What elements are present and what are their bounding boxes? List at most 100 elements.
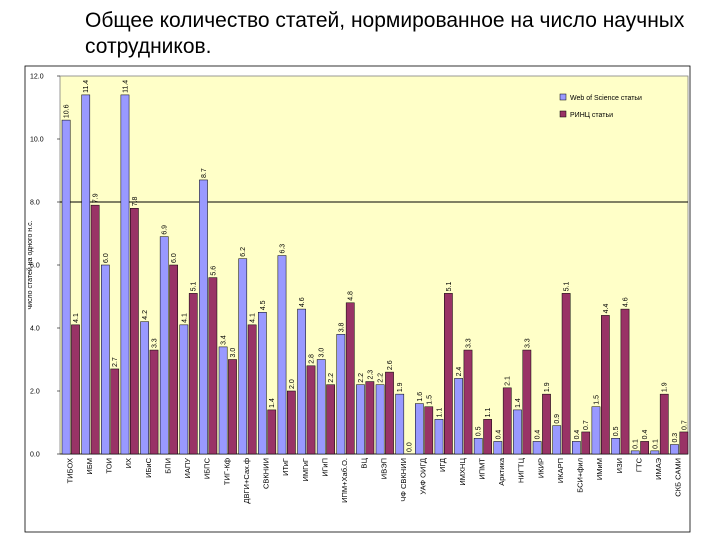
data-label-wos: 3.4 — [221, 335, 228, 345]
data-label-rinc: 5.1 — [446, 282, 453, 292]
data-label-wos: 1.5 — [593, 395, 600, 405]
bar-wos — [316, 359, 326, 455]
bar-rinc — [640, 441, 649, 455]
bar-rinc — [679, 431, 689, 455]
data-label-wos: 1.6 — [417, 392, 424, 402]
bar-wos — [277, 255, 287, 455]
bar-wos — [630, 450, 640, 455]
x-tick-label: ИМиМ — [595, 458, 604, 480]
x-tick-label: ИПМТ — [477, 458, 486, 480]
data-label-wos: 0.4 — [495, 430, 502, 440]
bar-wos — [61, 119, 71, 455]
bar-rinc — [169, 264, 178, 455]
bar-rinc — [345, 302, 355, 455]
bar-rinc — [188, 293, 198, 455]
bar-wos — [552, 425, 562, 455]
data-label-wos: 6.9 — [162, 225, 169, 235]
bar-rinc — [110, 368, 120, 455]
x-tick-label: Арктика — [497, 457, 506, 486]
data-label-wos: 0.5 — [613, 426, 620, 436]
x-tick-label: ИБиС — [144, 457, 153, 478]
x-tick-label: ИПМ+Хаб.О. — [340, 458, 349, 503]
data-label-wos: 11.4 — [122, 80, 129, 93]
bar-rinc — [247, 324, 257, 455]
x-tick-label: СВКНИИ — [262, 458, 271, 489]
bar-wos — [238, 258, 248, 455]
data-label-rinc: 2.1 — [505, 376, 512, 386]
legend-swatch-wos — [559, 93, 567, 101]
bar-rinc — [385, 371, 394, 455]
legend-swatch-rinc — [559, 110, 567, 118]
data-label-rinc: 3.3 — [152, 338, 159, 348]
x-tick-label: ЧФ СВКНИИ — [399, 458, 408, 502]
data-label-wos: 10.6 — [64, 104, 71, 118]
bar-wos — [415, 403, 424, 455]
bar-rinc — [149, 349, 159, 455]
x-tick-label: ИКАРП — [556, 458, 565, 483]
x-tick-label: ИЗИ — [615, 458, 624, 473]
data-label-wos: 0.5 — [476, 426, 483, 436]
bar-wos — [140, 321, 149, 455]
data-label-wos: 2.4 — [456, 367, 463, 377]
x-tick-label: ДВГИ+Сах.ф — [242, 458, 251, 504]
data-label-rinc: 7.9 — [93, 193, 100, 203]
x-tick-label: БСИ+фил — [576, 458, 585, 493]
bar-wos — [532, 441, 542, 455]
bar-rinc — [71, 324, 80, 455]
y-axis-label: число статей на одного н.с. — [26, 220, 34, 309]
y-tick-label: 6.0 — [30, 263, 40, 270]
y-tick-label: 2.0 — [30, 389, 40, 396]
data-label-wos: 4.1 — [181, 313, 188, 323]
data-label-rinc: 2.0 — [289, 379, 296, 389]
bar-wos — [258, 312, 267, 455]
data-label-wos: 8.7 — [201, 168, 208, 178]
bar-wos — [159, 236, 169, 455]
x-tick-label: ТИГ-Кф — [222, 458, 231, 485]
x-tick-label: СКБ САМИ — [674, 458, 683, 497]
data-label-wos: 0.1 — [633, 439, 640, 449]
data-label-wos: 6.0 — [103, 253, 110, 263]
bar-wos — [611, 438, 620, 455]
data-label-rinc: 7.8 — [132, 196, 139, 206]
bar-rinc — [522, 349, 532, 455]
bar-wos — [336, 334, 346, 455]
x-tick-label: ИВЭП — [379, 458, 388, 479]
bar-wos — [101, 264, 110, 455]
data-label-rinc: 4.8 — [348, 291, 355, 301]
data-label-wos: 1.1 — [436, 408, 443, 418]
x-tick-label: ВЦ — [360, 458, 369, 469]
data-label-rinc: 4.1 — [73, 313, 80, 323]
data-label-rinc: 4.6 — [623, 297, 630, 307]
data-label-wos: 3.0 — [319, 348, 326, 358]
x-tick-label: ИХ — [124, 458, 133, 468]
data-label-rinc: 4.1 — [250, 313, 257, 323]
data-label-rinc: 2.6 — [387, 360, 394, 370]
x-tick-label: ГТС — [634, 457, 643, 472]
data-label-rinc: 3.3 — [524, 338, 531, 348]
y-tick-label: 0.0 — [30, 452, 40, 459]
data-label-rinc: 5.6 — [210, 266, 217, 276]
legend: Web of Science статьи РИНЦ статьи — [559, 93, 642, 119]
y-tick-label: 12.0 — [30, 74, 44, 81]
data-label-wos: 0.4 — [574, 430, 581, 440]
data-label-rinc: 4.4 — [603, 304, 610, 314]
bar-rinc — [228, 359, 237, 455]
page-title: Общее количество статей, нормированное н… — [85, 9, 685, 58]
data-label-wos: 0.9 — [554, 414, 561, 424]
data-label-rinc: 1.1 — [485, 408, 492, 418]
bar-rinc — [306, 365, 316, 455]
data-label-rinc: 2.7 — [112, 357, 119, 367]
bar-wos — [434, 419, 444, 455]
data-label-wos: 4.6 — [299, 297, 306, 307]
data-label-wos: 6.3 — [279, 244, 286, 254]
x-tick-label: ИГД — [438, 458, 447, 472]
bar-wos — [513, 409, 522, 455]
bar-rinc — [90, 204, 100, 455]
data-label-rinc: 2.2 — [328, 373, 335, 383]
bar-wos — [199, 179, 208, 455]
data-label-rinc: 0.4 — [642, 430, 649, 440]
x-tick-label: ИБМ — [85, 458, 94, 475]
data-label-rinc: 1.4 — [269, 398, 276, 408]
x-tick-label: ИМАЭ — [654, 457, 663, 479]
